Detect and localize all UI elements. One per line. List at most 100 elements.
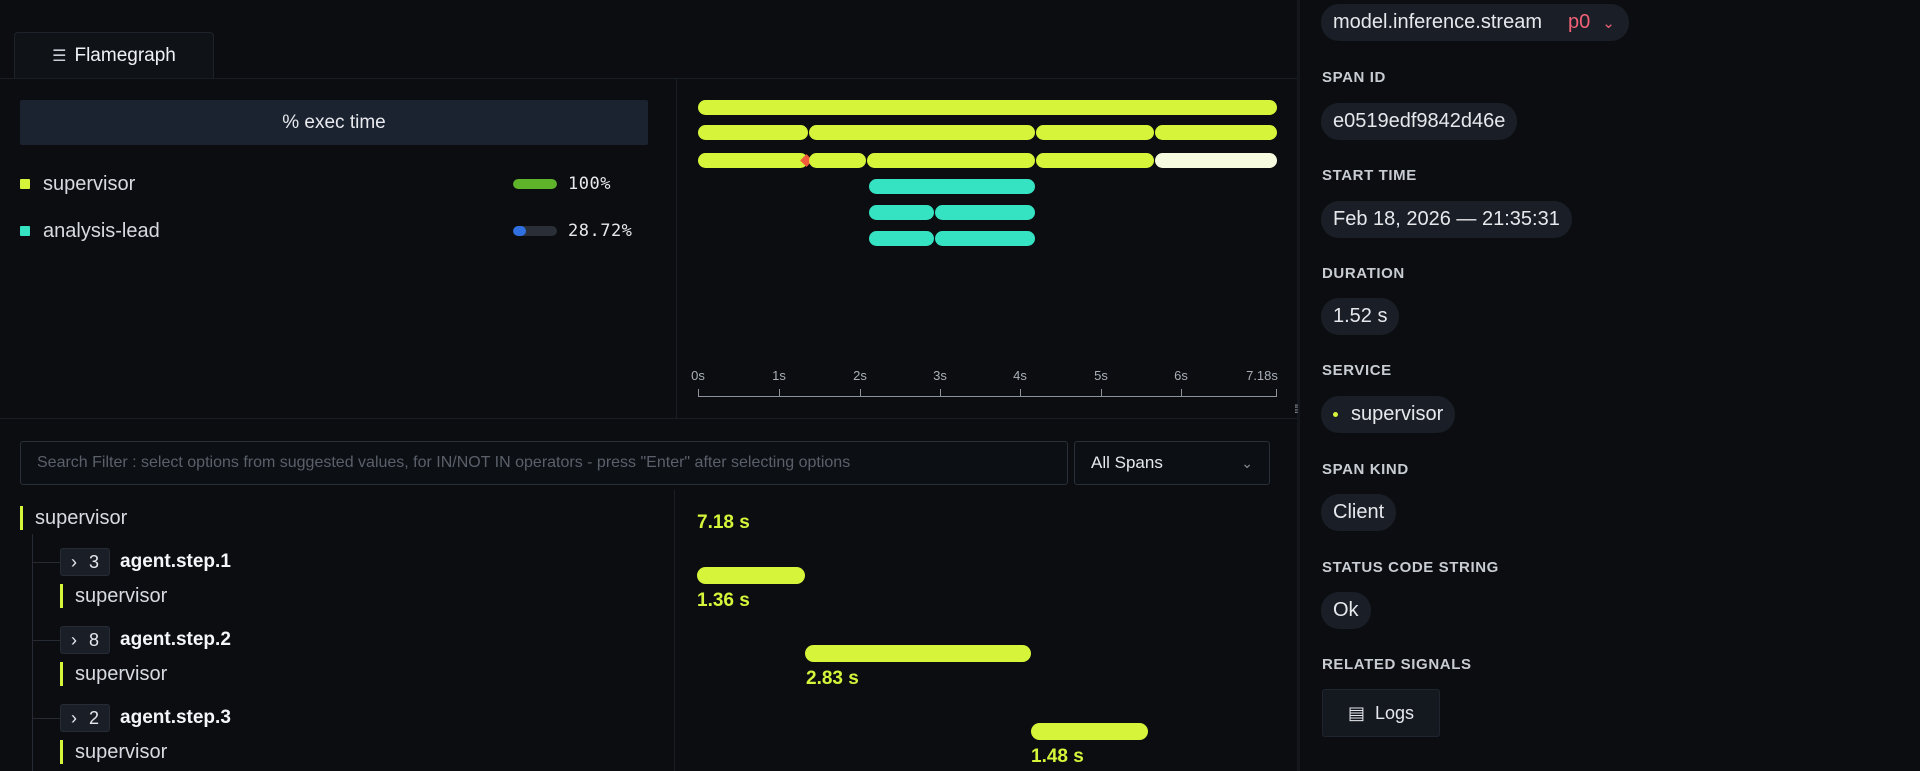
flame-span[interactable] — [698, 153, 808, 168]
legend-percent: 28.72% — [568, 221, 633, 241]
exec-progress-bar — [513, 226, 557, 236]
expand-toggle[interactable]: › 2 — [60, 704, 111, 732]
field-label: DURATION — [1322, 265, 1405, 282]
service-color-rule — [20, 506, 23, 530]
tick-mark — [1020, 389, 1021, 397]
flame-span[interactable] — [1155, 125, 1277, 140]
flame-span[interactable] — [809, 153, 866, 168]
tick-label: 0s — [691, 368, 705, 383]
exec-time-label: % exec time — [282, 111, 386, 133]
flame-span[interactable] — [935, 231, 1035, 246]
chevron-right-icon: › — [71, 707, 77, 728]
priority-label: p0 — [1567, 11, 1591, 33]
field-label: SPAN ID — [1322, 69, 1386, 86]
legend-swatch — [20, 179, 30, 189]
tick-label: 3s — [933, 368, 947, 383]
chevron-right-icon: › — [71, 551, 77, 572]
flame-span[interactable] — [698, 100, 1277, 115]
trace-row-step-2[interactable]: › 8 agent.step.2 — [60, 626, 231, 654]
service-label: supervisor — [75, 584, 168, 607]
expand-toggle[interactable]: › 3 — [60, 548, 111, 576]
tick-mark — [1181, 389, 1182, 397]
span-name: model.inference.stream — [1333, 11, 1542, 33]
flame-span[interactable] — [809, 125, 1035, 140]
field-value: e0519edf9842d46e — [1333, 110, 1506, 132]
span-name-selector[interactable]: model.inference.stream p0 ⌄ — [1321, 4, 1629, 41]
child-count: 3 — [89, 551, 100, 572]
service-label: supervisor — [75, 662, 168, 685]
field-label: SERVICE — [1322, 362, 1392, 379]
legend-percent: 100% — [568, 174, 611, 194]
tick-mark — [1276, 389, 1277, 397]
flame-span[interactable] — [869, 179, 1035, 194]
span-duration: 1.48 s — [1031, 746, 1084, 767]
field-value: Client — [1333, 501, 1385, 523]
field-value: supervisor — [1351, 403, 1444, 425]
span-id-value: e0519edf9842d46e — [1321, 103, 1518, 140]
flamegraph-icon: ☰ — [52, 47, 67, 65]
exec-time-header[interactable]: % exec time — [20, 100, 648, 145]
chevron-down-icon: ⌄ — [1602, 14, 1615, 32]
tick-label: 6s — [1174, 368, 1188, 383]
legend-label: analysis-lead — [43, 219, 160, 242]
tab-flamegraph[interactable]: ☰ Flamegraph — [14, 32, 214, 78]
related-signals-label: RELATED SIGNALS — [1322, 656, 1472, 673]
service-color-rule — [60, 584, 63, 608]
tick-label: 1s — [772, 368, 786, 383]
details-panel-divider[interactable] — [1297, 0, 1300, 771]
search-placeholder: Search Filter : select options from sugg… — [37, 454, 851, 471]
expand-toggle[interactable]: › 8 — [60, 626, 111, 654]
legend-item-analysis-lead[interactable]: analysis-lead 28.72% — [20, 217, 640, 245]
field-value: Feb 18, 2026 — 21:35:31 — [1333, 208, 1560, 230]
span-bar[interactable] — [1031, 723, 1148, 740]
span-name: agent.step.3 — [120, 707, 231, 728]
time-axis — [698, 396, 1277, 397]
field-value: Ok — [1333, 599, 1359, 621]
trace-row-step-1[interactable]: › 3 agent.step.1 — [60, 548, 231, 576]
tree-line — [32, 562, 60, 563]
legend-item-supervisor[interactable]: supervisor 100% — [20, 170, 640, 198]
flame-span[interactable] — [869, 231, 934, 246]
flame-span[interactable] — [867, 153, 1035, 168]
span-scope-select[interactable]: All Spans ⌄ — [1074, 441, 1270, 485]
field-value: 1.52 s — [1333, 305, 1388, 327]
span-bar[interactable] — [697, 567, 805, 584]
flame-span-selected[interactable] — [1155, 153, 1277, 168]
logs-icon: ▤ — [1347, 702, 1365, 723]
tab-label: Flamegraph — [74, 44, 176, 66]
start-time-value: Feb 18, 2026 — 21:35:31 — [1321, 201, 1572, 238]
exec-progress-bar — [513, 179, 557, 189]
service-color-rule — [60, 662, 63, 686]
tick-label: 5s — [1094, 368, 1108, 383]
flame-span[interactable] — [1036, 153, 1154, 168]
field-label: SPAN KIND — [1322, 461, 1409, 478]
search-filter-input[interactable]: Search Filter : select options from sugg… — [20, 441, 1068, 485]
span-service: supervisor — [60, 740, 167, 764]
child-count: 2 — [89, 707, 100, 728]
flame-span[interactable] — [1036, 125, 1154, 140]
flame-span[interactable] — [935, 205, 1035, 220]
resize-handle-icon[interactable]: ⁞⁞ — [1294, 402, 1298, 416]
chevron-down-icon: ⌄ — [1241, 454, 1253, 471]
trace-row-step-3[interactable]: › 2 agent.step.3 — [60, 704, 231, 732]
panel-divider — [676, 78, 677, 418]
tick-mark — [860, 389, 861, 397]
tick-mark — [1101, 389, 1102, 397]
duration-value: 1.52 s — [1321, 298, 1400, 335]
service-dot-icon — [1333, 412, 1338, 417]
field-label: STATUS CODE STRING — [1322, 559, 1499, 576]
trace-root-service[interactable]: supervisor — [20, 506, 127, 530]
exec-progress-fill — [513, 226, 526, 236]
child-count: 8 — [89, 629, 100, 650]
logs-button[interactable]: ▤ Logs — [1322, 689, 1440, 737]
tick-mark — [698, 389, 699, 397]
exec-progress-fill — [513, 179, 557, 189]
span-bar[interactable] — [805, 645, 1031, 662]
span-service: supervisor — [60, 662, 167, 686]
logs-label: Logs — [1374, 702, 1415, 723]
tick-mark — [779, 389, 780, 397]
span-name: agent.step.2 — [120, 629, 231, 650]
span-scope-value: All Spans — [1091, 453, 1163, 472]
flame-span[interactable] — [869, 205, 934, 220]
flame-span[interactable] — [698, 125, 808, 140]
